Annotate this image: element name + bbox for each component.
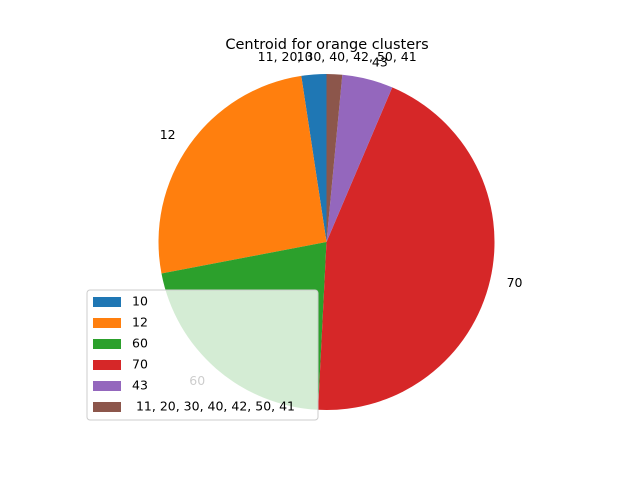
- legend-label-5: 11, 20, 30, 40, 42, 50, 41: [132, 399, 295, 414]
- legend-swatch-0: [93, 297, 121, 307]
- pie-slice-1: [158, 75, 327, 274]
- legend-swatch-4: [93, 381, 121, 391]
- pie-label-1: 12: [160, 127, 176, 142]
- legend-label-1: 12: [132, 315, 148, 330]
- pie-label-5: 11, 20, 30, 40, 42, 50, 41: [254, 49, 417, 64]
- legend: 10 12 60 70 43 11, 20, 30, 40, 42, 50, 41: [86, 289, 319, 421]
- pie-slice-3: [318, 87, 495, 411]
- pie-slice-4: [326, 74, 393, 242]
- legend-swatch-1: [93, 318, 121, 328]
- pie-label-3: 70: [507, 275, 523, 290]
- pie-label-4: 43: [372, 54, 388, 69]
- legend-items: 10 12 60 70 43 11, 20, 30, 40, 42, 50, 41: [93, 294, 295, 414]
- legend-swatch-2: [93, 339, 121, 349]
- legend-box: [86, 289, 319, 421]
- legend-label-3: 70: [132, 357, 148, 372]
- legend-swatch-3: [93, 360, 121, 370]
- chart-title: Centroid for orange clusters: [225, 37, 428, 53]
- legend-label-0: 10: [132, 294, 148, 309]
- legend-label-2: 60: [132, 336, 148, 351]
- pie-label-0: 10: [297, 49, 313, 64]
- legend-label-4: 43: [132, 378, 148, 393]
- legend-swatch-5: [93, 402, 121, 412]
- pie-slice-0: [301, 74, 327, 242]
- pie-slice-5: [326, 74, 343, 242]
